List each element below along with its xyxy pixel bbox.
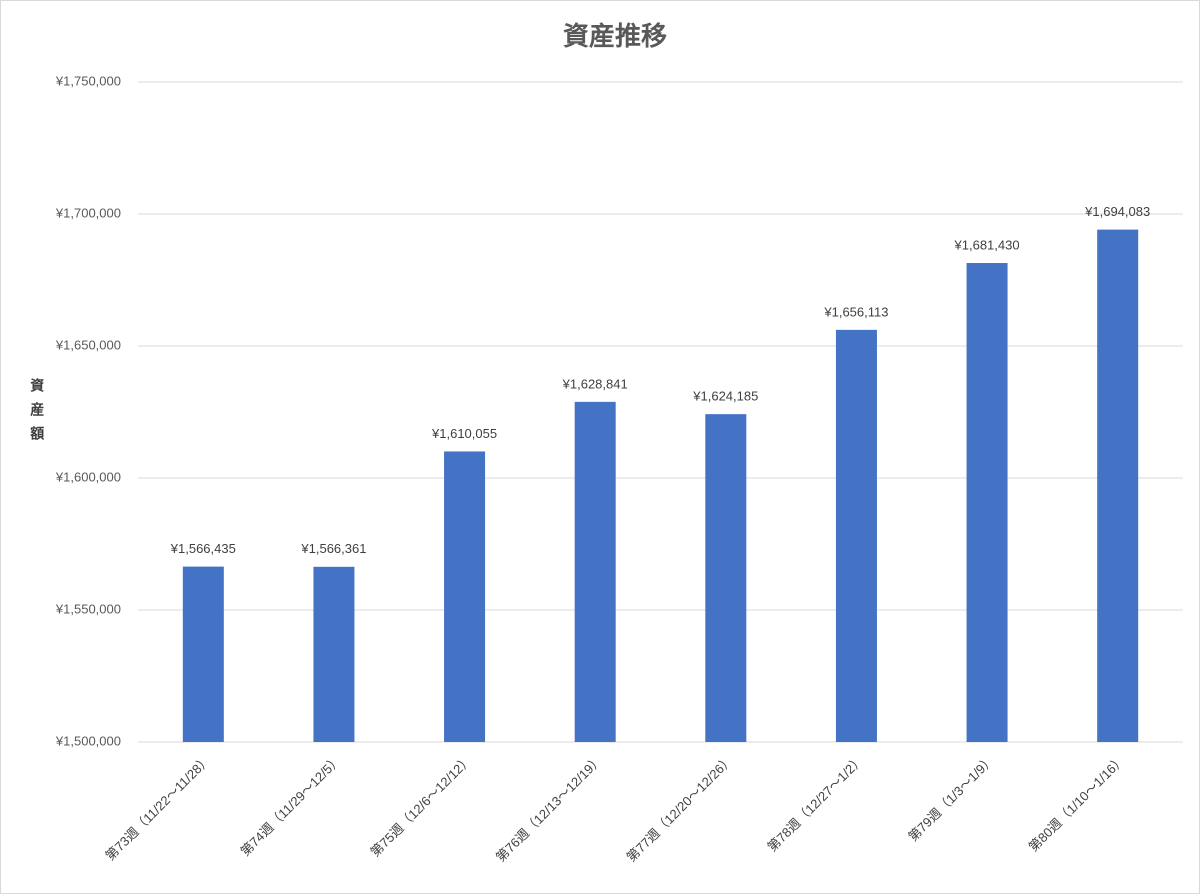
bar [1097,229,1139,743]
value-label: ¥1,566,361 [300,541,366,556]
value-label: ¥1,566,435 [170,541,236,556]
value-label: ¥1,656,113 [823,304,888,319]
bar [313,566,355,742]
bar [574,401,616,742]
y-tick-label: ¥1,700,000 [55,205,121,220]
chart-title: 資産推移 [563,21,667,51]
bar [444,451,486,742]
value-label: ¥1,624,185 [692,389,758,404]
y-tick-label: ¥1,650,000 [55,337,121,352]
y-tick-label: ¥1,550,000 [55,601,121,616]
value-label: ¥1,628,841 [562,376,628,391]
value-label: ¥1,610,055 [431,426,497,441]
y-tick-label: ¥1,600,000 [55,469,121,484]
value-label: ¥1,694,083 [1084,204,1150,219]
bar [966,263,1008,742]
y-axis-label: 資産額 [29,377,45,450]
value-label: ¥1,681,430 [954,237,1020,252]
y-tick-label: ¥1,500,000 [55,733,121,748]
y-tick-label: ¥1,750,000 [55,73,121,88]
bar [705,414,747,742]
bar [835,329,877,742]
bar [182,566,224,742]
